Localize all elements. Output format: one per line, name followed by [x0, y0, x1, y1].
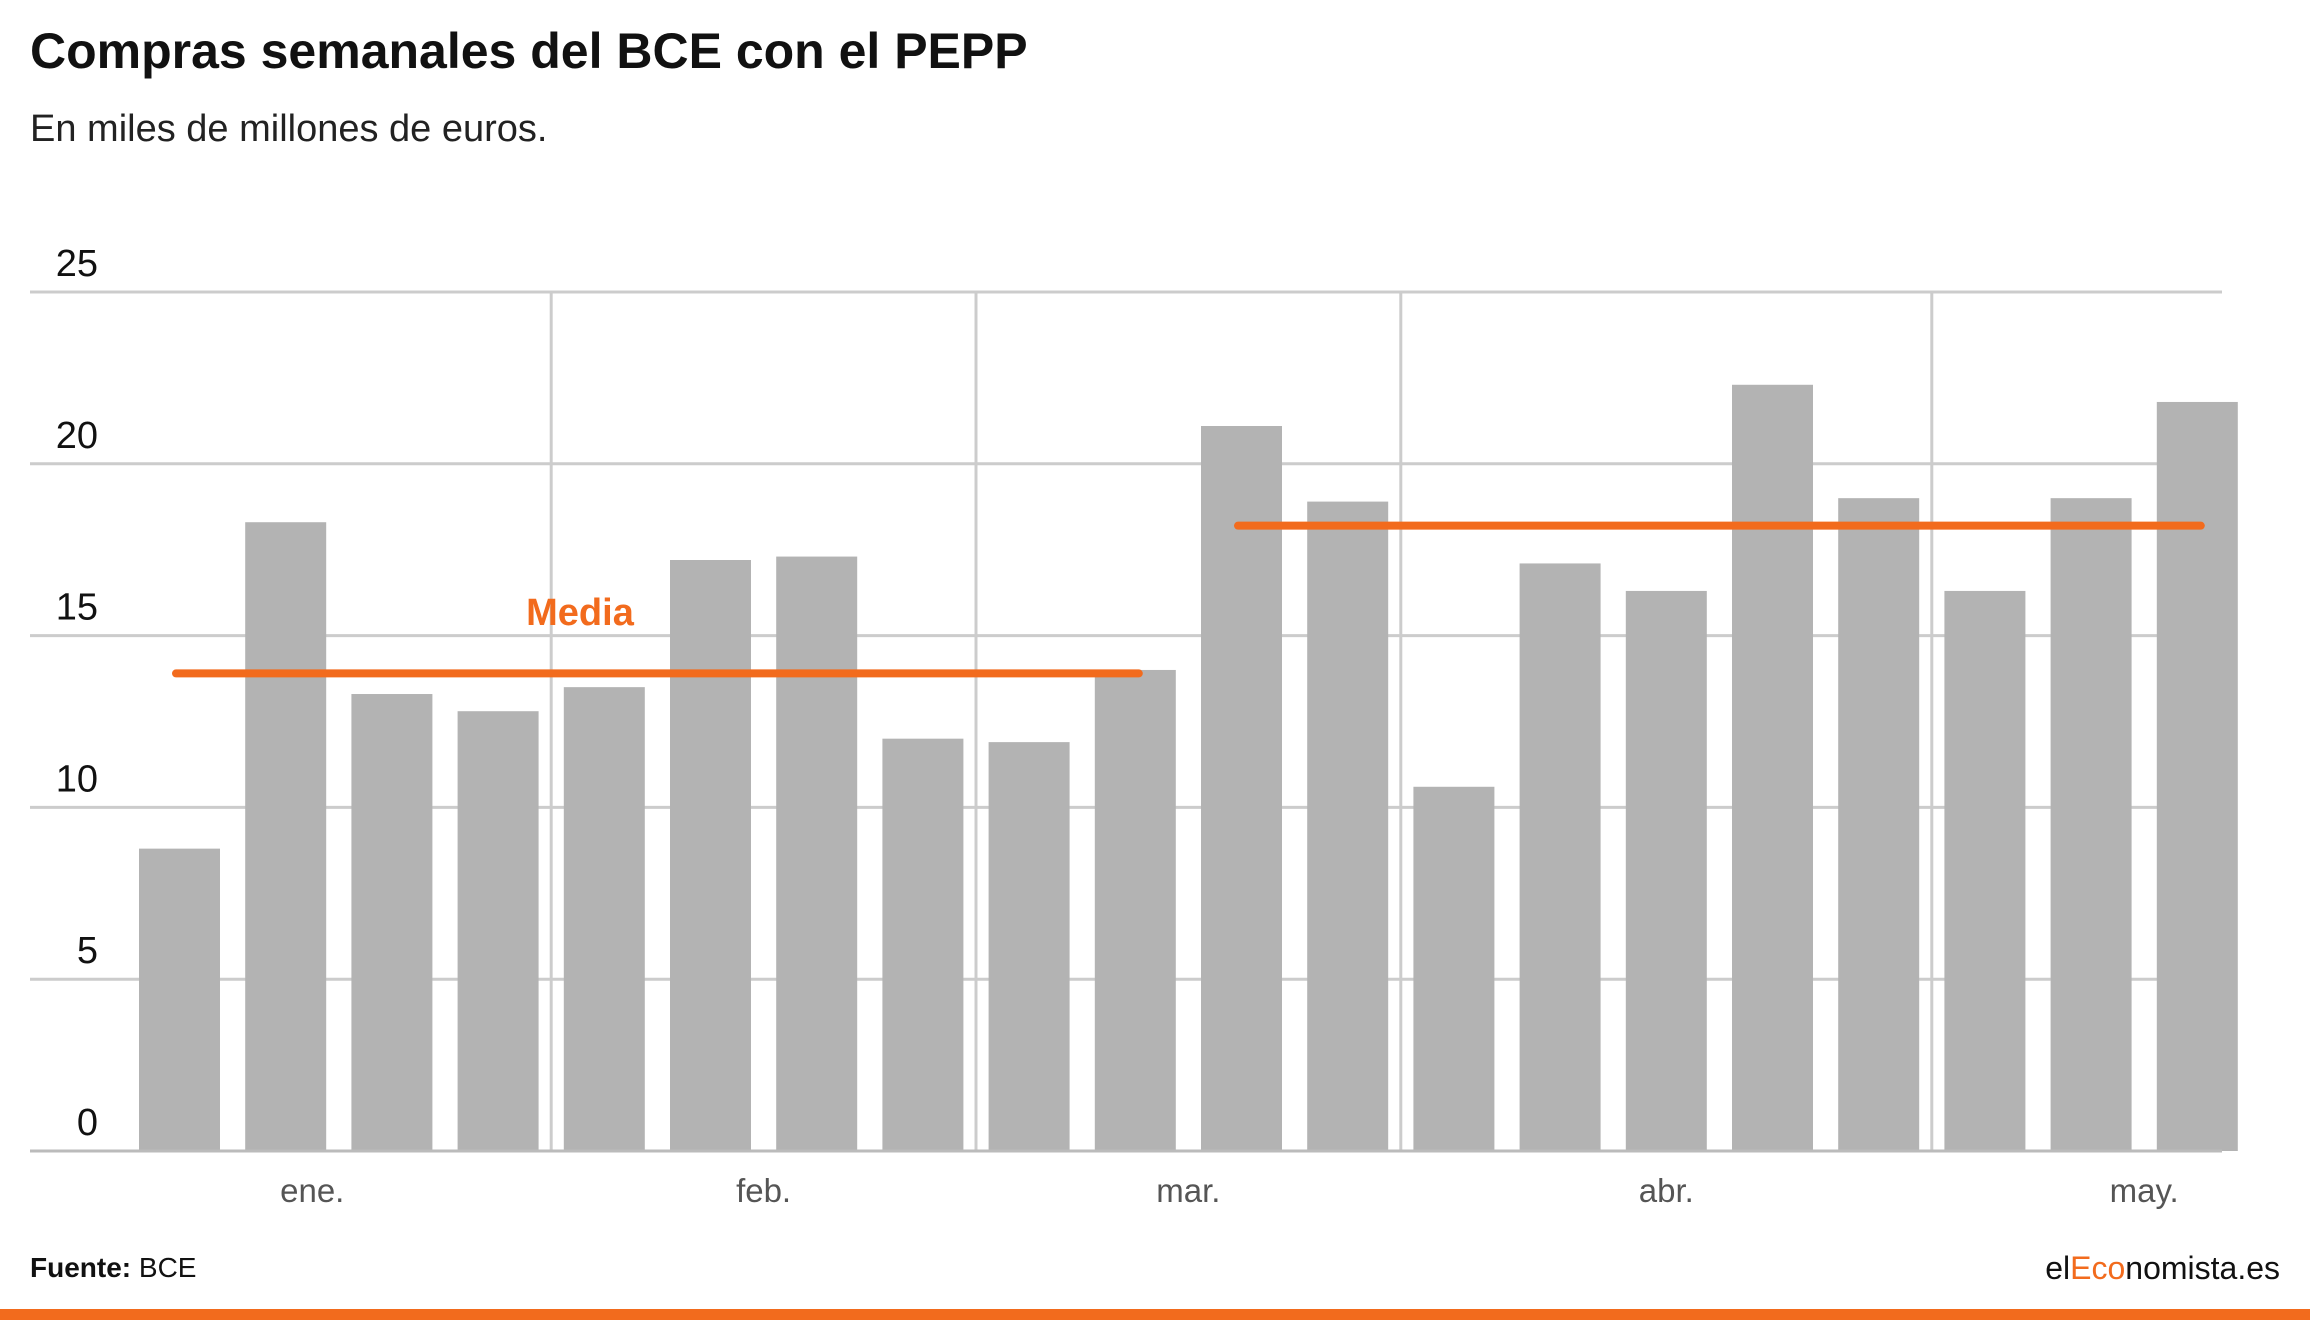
x-month-label: may.: [2110, 1172, 2179, 1209]
y-tick-label: 25: [56, 243, 98, 285]
bar: [1944, 590, 2026, 1151]
y-tick-label: 10: [56, 758, 98, 800]
bar: [1732, 384, 1813, 1152]
source-value: BCE: [138, 1252, 197, 1283]
brand-suffix: nomista.es: [2125, 1250, 2280, 1286]
brand-logo: elEconomista.es: [2045, 1250, 2280, 1287]
bar: [882, 738, 964, 1151]
x-month-label: mar.: [1156, 1172, 1220, 1209]
bar: [245, 522, 327, 1151]
y-tick-label: 5: [77, 930, 98, 972]
bar: [1413, 786, 1495, 1151]
brand-accent: Eco: [2070, 1250, 2126, 1286]
bar: [1838, 498, 1920, 1151]
bar: [2050, 498, 2132, 1151]
y-tick-label: 15: [56, 587, 98, 629]
bar: [563, 687, 645, 1151]
bar: [351, 694, 433, 1151]
bar: [1625, 590, 1707, 1151]
bar: [1201, 426, 1282, 1151]
bar: [1307, 501, 1389, 1151]
bar: [457, 711, 539, 1151]
bar: [670, 560, 751, 1151]
chart-title: Compras semanales del BCE con el PEPP: [30, 23, 1028, 79]
y-tick-label: 0: [77, 1102, 98, 1144]
chart-subtitle: En miles de millones de euros.: [30, 108, 548, 150]
x-month-label: abr.: [1639, 1172, 1694, 1209]
x-month-label: feb.: [736, 1172, 791, 1209]
bar: [1519, 563, 1601, 1151]
source-label: Fuente:: [30, 1252, 132, 1283]
bar: [988, 742, 1070, 1151]
bar: [776, 556, 858, 1151]
bar: [2156, 401, 2238, 1151]
average-annotation: Media: [526, 592, 635, 634]
bar: [1094, 669, 1176, 1151]
y-tick-label: 20: [56, 415, 98, 457]
bar: [139, 848, 220, 1151]
brand-prefix: el: [2045, 1250, 2071, 1286]
bottom-accent-bar: [0, 1309, 2310, 1320]
x-month-label: ene.: [280, 1172, 344, 1209]
source-note: Fuente: BCE: [30, 1252, 196, 1284]
